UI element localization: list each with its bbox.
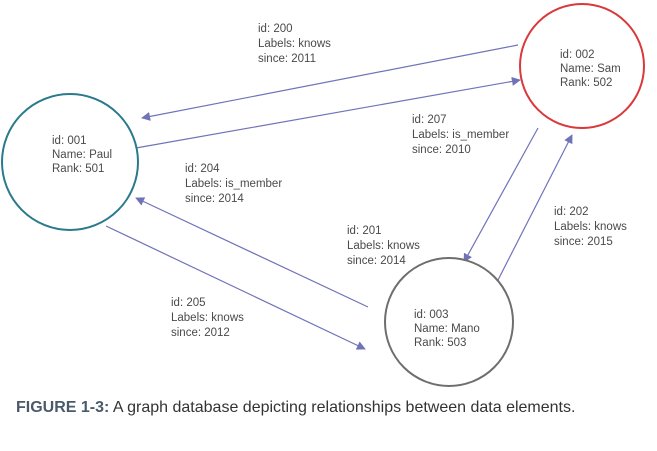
edge-207-label: id: 207 Labels: is_member since: 2010 (412, 114, 512, 156)
node-sam: id: 002 Name: Sam Rank: 502 (519, 3, 645, 129)
edge-201-id: id: 201 (347, 225, 382, 237)
edge-202-type: Labels: knows (554, 221, 627, 233)
figure-caption: FIGURE 1-3: A graph database depicting r… (16, 397, 636, 418)
edge-200-label: id: 200 Labels: knows since: 2011 (258, 23, 334, 65)
svg-text:id: 001 Name: Paul: id: 001 Name: Paul Rank: 501 (52, 135, 115, 175)
node-mano-name: Name: Mano (414, 323, 480, 335)
edge-201-type: Labels: knows (347, 240, 420, 252)
edge-201-label: id: 201 Labels: knows since: 2014 (347, 225, 423, 267)
edge-204-since: since: 2014 (185, 193, 244, 205)
edge-204-arrow (463, 127, 539, 263)
node-paul-circle (1, 93, 139, 231)
edge-204-id: id: 204 (185, 163, 220, 175)
edge-204-label: id: 204 Labels: is_member since: 2014 (185, 163, 285, 205)
svg-text:id: 002 Name: Sam: id: 002 Name: Sam Rank: 502 (560, 49, 624, 89)
edge-202-arrow (496, 134, 573, 283)
edge-205-since: since: 2012 (171, 327, 230, 339)
node-paul-name: Name: Paul (52, 149, 112, 161)
node-paul-id: id: 001 (52, 135, 87, 147)
edge-207-type: Labels: is_member (412, 129, 509, 141)
edge-207-id: id: 207 (412, 114, 447, 126)
node-sam-name: Name: Sam (560, 63, 621, 75)
graph-diagram: id: 001 Name: Paul Rank: 501 id: 002 Nam… (1, 3, 645, 387)
node-mano-circle (384, 257, 514, 387)
edge-202-since: since: 2015 (554, 236, 613, 248)
edge-204-type: Labels: is_member (185, 178, 282, 190)
figure-caption-label: FIGURE 1-3: (16, 399, 110, 416)
node-paul-rank: Rank: 501 (52, 163, 104, 175)
edge-205-label: id: 205 Labels: knows since: 2012 (171, 297, 247, 339)
node-mano-rank: Rank: 503 (414, 337, 466, 349)
node-paul: id: 001 Name: Paul Rank: 501 (1, 93, 139, 231)
node-sam-circle (519, 3, 645, 129)
edge-202-id: id: 202 (554, 206, 589, 218)
edge-200-since: since: 2011 (258, 53, 316, 65)
edge-201-since: since: 2014 (347, 255, 406, 267)
edge-207-since: since: 2010 (412, 144, 471, 156)
edge-201-arrow (135, 197, 369, 308)
node-sam-id: id: 002 (560, 49, 595, 61)
node-mano-id: id: 003 (414, 309, 449, 321)
edge-205-arrow (105, 225, 366, 350)
edge-207-arrow (135, 76, 521, 149)
edge-200-arrow (141, 44, 519, 121)
node-mano: id: 003 Name: Mano Rank: 503 (384, 257, 514, 387)
edge-200-type: Labels: knows (258, 38, 331, 50)
edge-200-id: id: 200 (258, 23, 293, 35)
svg-text:id: 003 Name: Mano: id: 003 Name: Mano Rank: 503 (414, 309, 483, 349)
edge-205-type: Labels: knows (171, 312, 244, 324)
edge-202-label: id: 202 Labels: knows since: 2015 (554, 206, 630, 248)
edge-205-id: id: 205 (171, 297, 206, 309)
figure-caption-text: A graph database depicting relationships… (112, 399, 576, 416)
node-sam-rank: Rank: 502 (560, 77, 612, 89)
